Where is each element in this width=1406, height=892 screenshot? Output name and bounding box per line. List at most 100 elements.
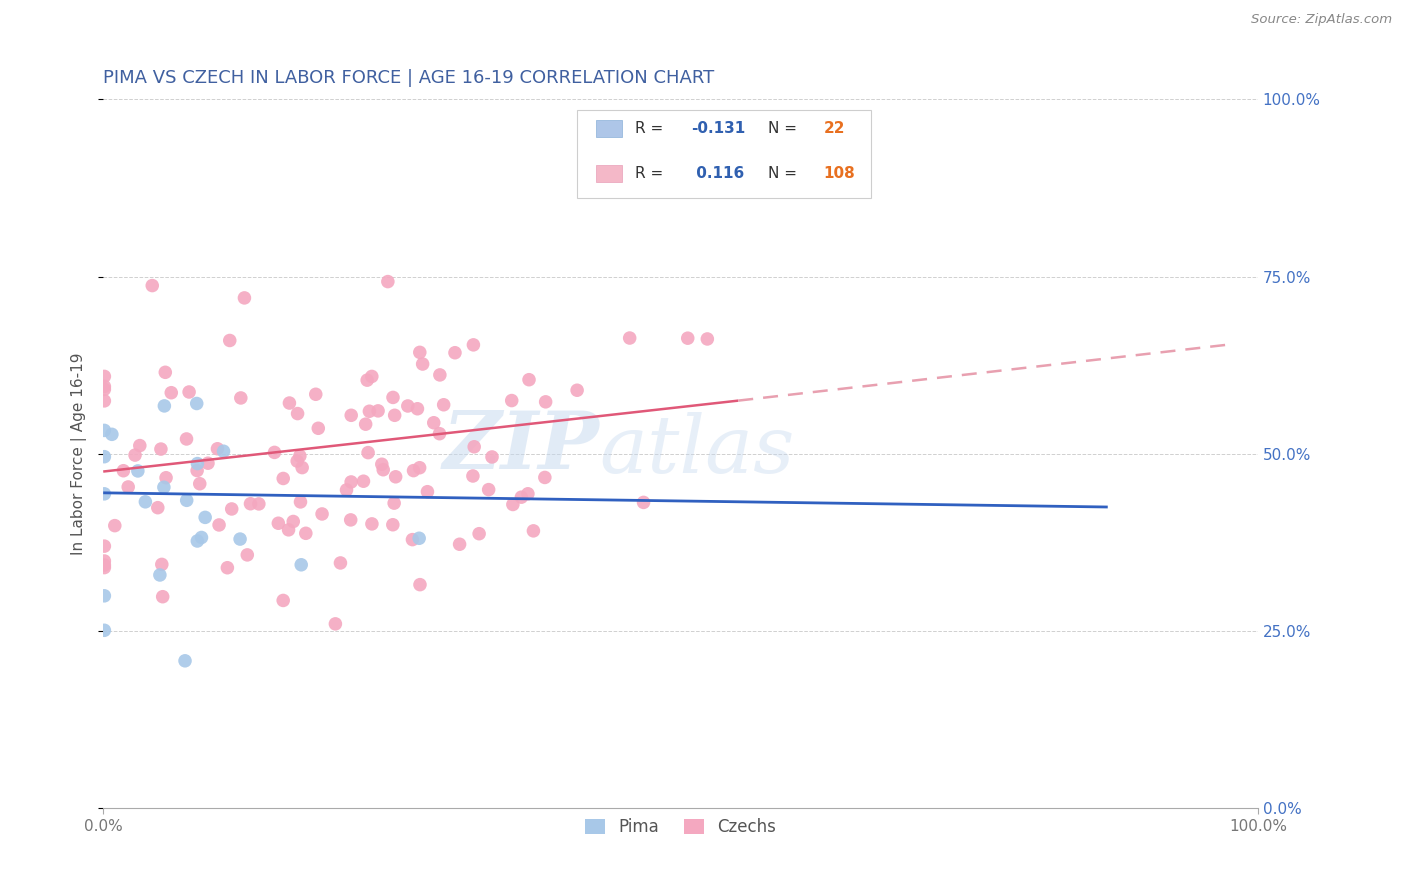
Point <box>150 558 173 572</box>
Point <box>141 278 163 293</box>
Point <box>218 334 240 348</box>
Point <box>409 577 432 591</box>
Legend: Pima, Czechs: Pima, Czechs <box>578 812 783 843</box>
Text: -0.131: -0.131 <box>690 120 745 136</box>
Point <box>101 427 124 442</box>
Point <box>381 517 404 532</box>
Point <box>112 464 135 478</box>
Point <box>516 487 538 501</box>
Point <box>149 568 172 582</box>
Point <box>117 480 139 494</box>
Point <box>423 416 446 430</box>
Point <box>295 526 318 541</box>
Point <box>481 450 503 464</box>
Point <box>619 331 641 345</box>
Point <box>429 426 451 441</box>
Point <box>517 373 540 387</box>
Point <box>409 345 432 359</box>
Point <box>247 497 270 511</box>
Point <box>367 404 389 418</box>
Y-axis label: In Labor Force | Age 16-19: In Labor Force | Age 16-19 <box>72 352 87 555</box>
Text: N =: N = <box>768 120 803 136</box>
Point <box>478 483 501 497</box>
Point <box>510 490 533 504</box>
Point <box>176 432 198 446</box>
Point <box>217 560 239 574</box>
Point <box>93 424 115 438</box>
Point <box>382 496 405 510</box>
Point <box>340 409 363 423</box>
Point <box>307 421 329 435</box>
Text: ZIP: ZIP <box>443 408 600 485</box>
Point <box>271 471 294 485</box>
Point <box>290 558 312 572</box>
Point <box>356 373 378 387</box>
Point <box>186 457 208 471</box>
Point <box>502 498 524 512</box>
Point <box>190 531 212 545</box>
Point <box>233 291 256 305</box>
Text: R =: R = <box>636 120 669 136</box>
Text: 108: 108 <box>824 166 855 181</box>
Point <box>382 391 405 405</box>
Point <box>93 369 115 384</box>
Point <box>197 456 219 470</box>
Point <box>676 331 699 345</box>
Point <box>155 365 177 379</box>
Point <box>177 384 200 399</box>
Point <box>174 654 197 668</box>
Point <box>239 497 262 511</box>
Point <box>288 449 311 463</box>
Point <box>501 393 523 408</box>
FancyBboxPatch shape <box>596 120 621 136</box>
Point <box>194 510 217 524</box>
Point <box>444 345 467 359</box>
Point <box>236 548 259 562</box>
Point <box>406 401 429 416</box>
Point <box>229 532 252 546</box>
Point <box>339 513 361 527</box>
Point <box>155 471 177 485</box>
Point <box>325 616 347 631</box>
Point <box>565 383 588 397</box>
Point <box>335 483 357 497</box>
Point <box>463 440 485 454</box>
Point <box>283 515 305 529</box>
Point <box>412 357 434 371</box>
Point <box>176 493 198 508</box>
Point <box>93 624 115 638</box>
Point <box>207 442 229 456</box>
Point <box>416 484 439 499</box>
Point <box>221 502 243 516</box>
Point <box>93 379 115 393</box>
FancyBboxPatch shape <box>576 110 872 199</box>
Point <box>128 439 150 453</box>
Point <box>93 589 115 603</box>
Point <box>361 516 384 531</box>
Point <box>149 442 172 456</box>
Point <box>267 516 290 531</box>
Point <box>353 474 375 488</box>
Point <box>93 554 115 568</box>
Text: PIMA VS CZECH IN LABOR FORCE | AGE 16-19 CORRELATION CHART: PIMA VS CZECH IN LABOR FORCE | AGE 16-19… <box>103 69 714 87</box>
Point <box>461 469 484 483</box>
Point <box>186 533 208 548</box>
Point <box>186 464 208 478</box>
Point <box>153 480 176 494</box>
Point <box>340 475 363 489</box>
Point <box>93 450 115 464</box>
Point <box>522 524 544 538</box>
Point <box>408 531 430 545</box>
Text: 0.116: 0.116 <box>690 166 744 181</box>
Point <box>93 560 115 574</box>
Point <box>271 593 294 607</box>
Point <box>152 590 174 604</box>
Point <box>188 476 211 491</box>
Point <box>277 523 299 537</box>
Point <box>402 464 425 478</box>
Point <box>146 500 169 515</box>
Point <box>408 460 430 475</box>
Point <box>534 394 557 409</box>
Point <box>104 518 127 533</box>
Point <box>93 539 115 553</box>
